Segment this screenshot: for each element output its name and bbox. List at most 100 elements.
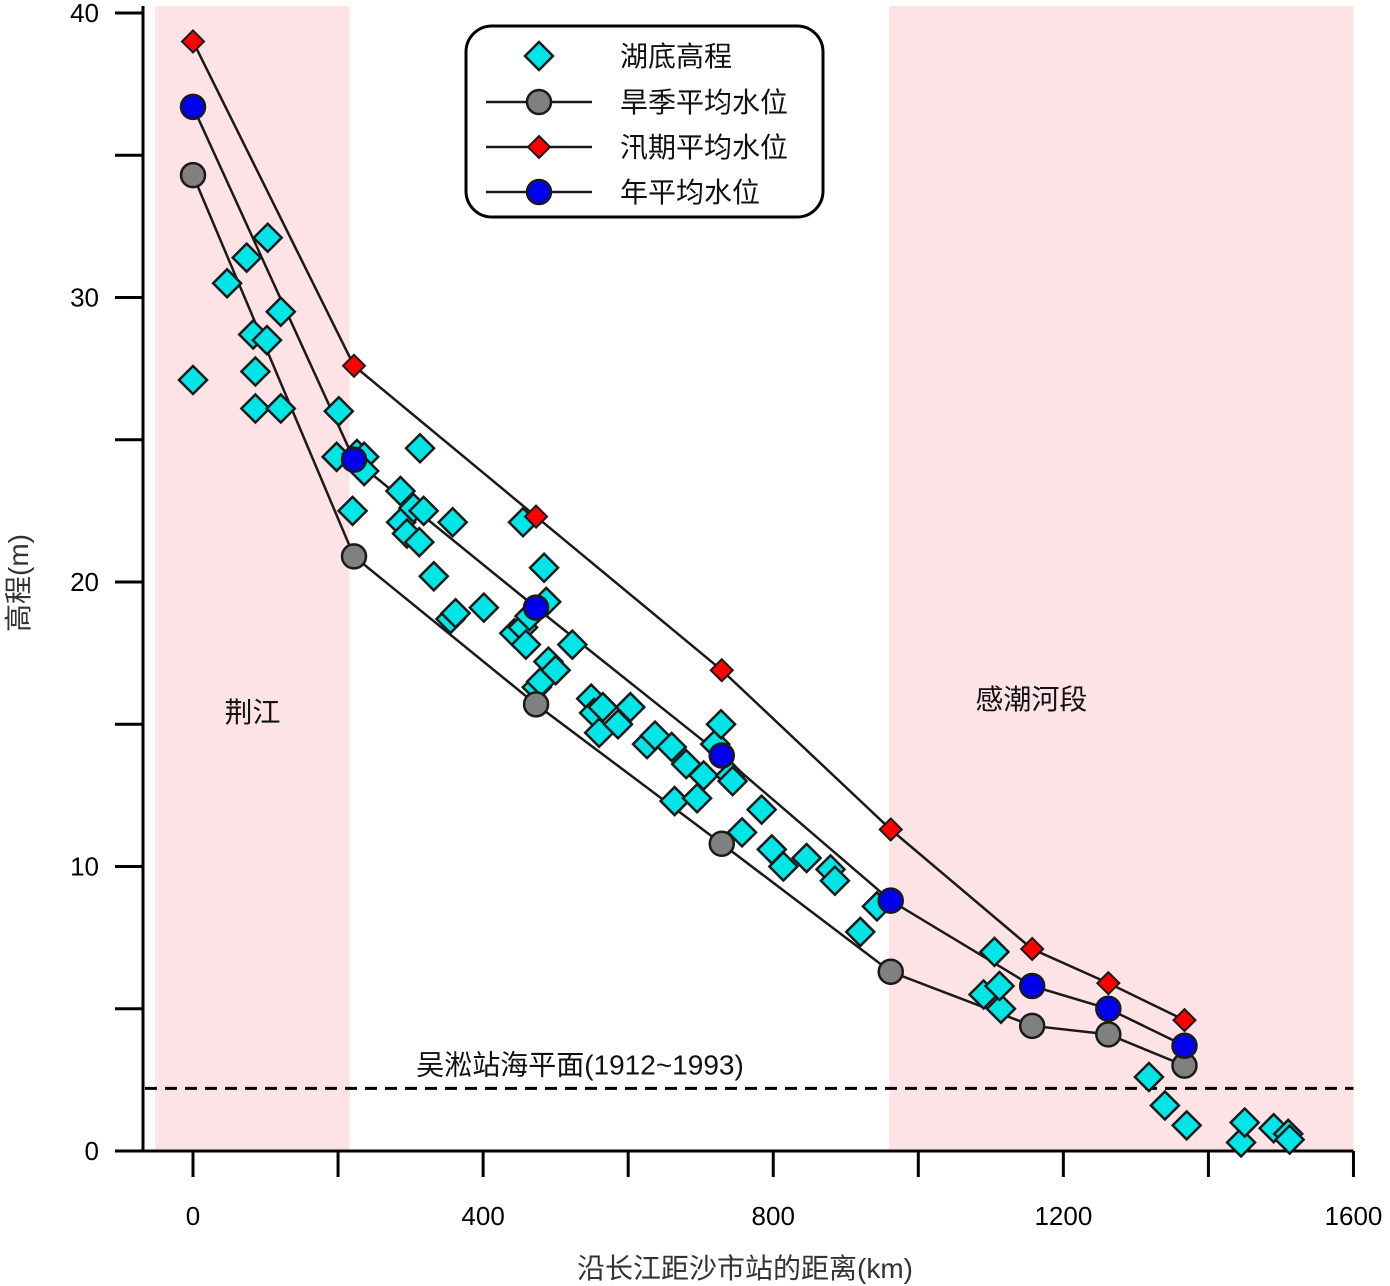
data-point — [1228, 1106, 1261, 1139]
y-tick-label: 10 — [70, 852, 99, 882]
y-tick-label: 20 — [70, 567, 99, 597]
x-tick-label: 1200 — [1034, 1201, 1092, 1231]
data-point — [340, 446, 368, 473]
data-point — [1095, 970, 1121, 996]
data-point — [239, 392, 272, 425]
data-point — [978, 936, 1011, 968]
data-point — [1018, 1012, 1046, 1040]
data-point — [708, 742, 735, 769]
data-point — [264, 392, 297, 425]
data-point — [877, 887, 904, 914]
legend-box — [464, 24, 825, 219]
legend-label: 湖底高程 — [620, 41, 732, 72]
data-point — [239, 355, 272, 388]
data-point — [614, 691, 647, 723]
shaded-region — [889, 6, 1354, 1151]
data-point — [179, 161, 207, 189]
data-point — [336, 495, 369, 527]
data-point — [1095, 1021, 1122, 1048]
y-tick-label: 0 — [85, 1136, 99, 1166]
data-point — [1170, 1109, 1203, 1142]
data-point — [384, 475, 417, 507]
data-point — [251, 221, 284, 254]
shaded-regions — [155, 6, 1354, 1151]
data-point — [1019, 936, 1045, 962]
data-point — [179, 93, 207, 121]
data-point — [767, 850, 800, 883]
series-markers — [177, 29, 1306, 1159]
data-point — [708, 830, 735, 857]
data-point — [985, 992, 1017, 1025]
data-point — [522, 594, 550, 621]
data-point — [523, 504, 549, 529]
reference-line-label: 吴淞站海平面(1912~1993) — [416, 1049, 744, 1080]
region-label: 荆江 — [224, 697, 280, 728]
series-line — [191, 40, 1186, 1022]
legend-label: 旱季平均水位 — [620, 87, 788, 118]
data-point — [687, 759, 720, 792]
data-point — [1273, 1123, 1306, 1156]
legend-marker — [525, 178, 553, 206]
data-point — [790, 842, 823, 874]
data-point — [709, 657, 735, 683]
data-point — [264, 295, 297, 328]
data-point — [404, 432, 436, 465]
data-point — [439, 597, 472, 630]
y-tick-label: 40 — [70, 0, 99, 28]
data-point — [655, 731, 688, 763]
data-point — [1133, 1061, 1165, 1093]
data-point — [403, 526, 436, 558]
legend-marker — [523, 40, 555, 72]
data-point — [323, 395, 355, 428]
data-point — [1172, 1007, 1197, 1033]
data-point — [177, 364, 209, 396]
data-point — [681, 782, 713, 814]
x-tick-label: 400 — [461, 1201, 504, 1231]
data-point — [726, 816, 758, 849]
x-tick-label: 800 — [752, 1201, 795, 1231]
data-point — [844, 916, 877, 948]
data-point — [556, 628, 589, 661]
data-point — [340, 543, 368, 570]
data-point — [436, 506, 469, 539]
data-point — [1018, 972, 1046, 1000]
legend-marker — [526, 134, 552, 160]
data-point — [522, 691, 550, 718]
data-point — [1225, 1126, 1257, 1159]
data-point — [983, 970, 1016, 1002]
data-point — [510, 628, 542, 661]
data-point — [878, 817, 904, 842]
x-axis-title: 沿长江距沙市站的距离(km) — [577, 1253, 913, 1284]
y-axis-title: 高程(m) — [3, 534, 34, 632]
data-point — [877, 958, 904, 986]
data-point — [468, 591, 500, 624]
shaded-region — [155, 6, 350, 1151]
legend-marker — [525, 88, 553, 116]
data-point — [1095, 995, 1122, 1022]
data-point — [341, 353, 367, 379]
data-point — [230, 241, 263, 274]
data-point — [587, 691, 619, 723]
data-point — [528, 552, 560, 584]
region-labels: 荆江 感潮河段 — [224, 684, 1087, 728]
region-label: 感潮河段 — [975, 684, 1087, 715]
x-tick-label: 1600 — [1325, 1201, 1383, 1231]
data-point — [539, 654, 572, 686]
data-point — [1171, 1032, 1198, 1059]
legend-label: 汛期平均水位 — [620, 132, 788, 163]
legend-label: 年平均水位 — [620, 177, 760, 208]
data-point — [1149, 1089, 1181, 1122]
data-point — [180, 29, 206, 54]
data-point — [716, 765, 749, 797]
data-point — [418, 560, 450, 593]
data-point — [251, 324, 283, 356]
data-point — [819, 864, 851, 897]
data-point — [745, 793, 778, 826]
data-point — [705, 708, 737, 741]
x-tick-label: 0 — [186, 1201, 200, 1231]
y-tick-label: 30 — [70, 283, 99, 313]
data-point — [407, 495, 440, 527]
